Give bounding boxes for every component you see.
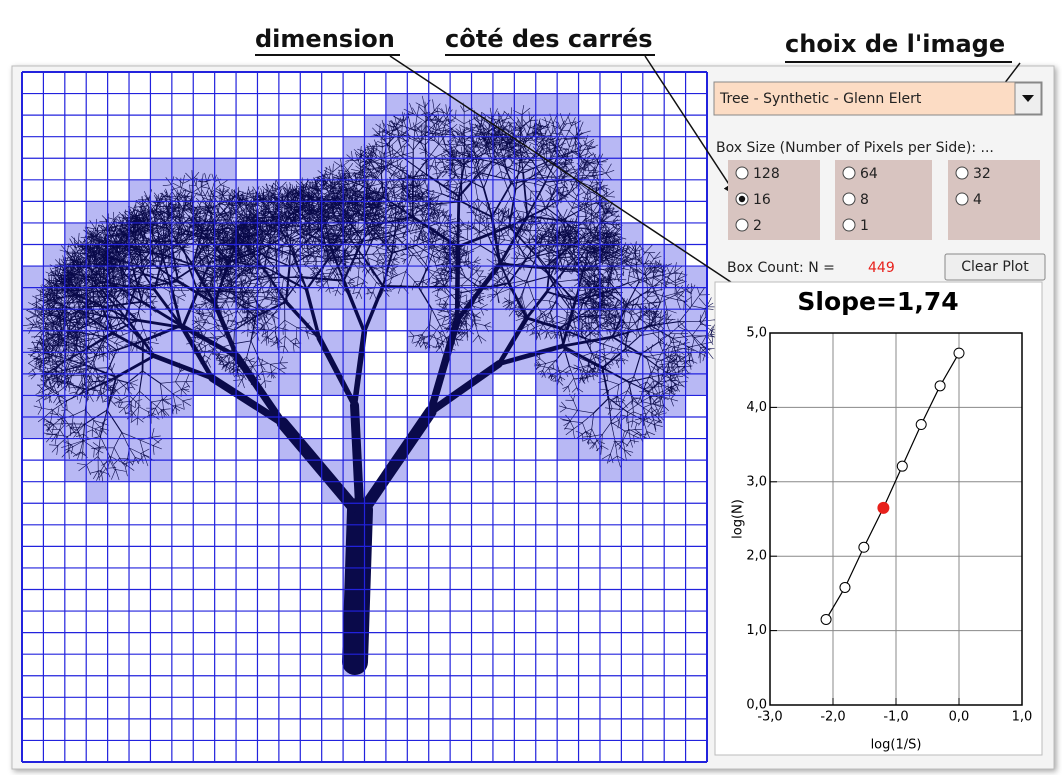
counted-box	[65, 460, 86, 482]
counted-box	[86, 439, 107, 461]
counted-box	[150, 180, 171, 202]
counted-box	[536, 374, 557, 396]
counted-box	[65, 223, 86, 245]
counted-box	[579, 395, 600, 417]
branch	[355, 510, 360, 662]
counted-box	[150, 158, 171, 180]
counted-box	[621, 352, 642, 374]
counted-box	[579, 439, 600, 461]
counted-box	[664, 245, 685, 267]
counted-box	[86, 482, 107, 504]
counted-box	[579, 137, 600, 159]
counted-box	[536, 94, 557, 116]
counted-box	[472, 245, 493, 267]
counted-box	[407, 309, 428, 331]
page: dimension côté des carrés choix de l'ima…	[0, 0, 1062, 775]
counted-box	[300, 158, 321, 180]
counted-box	[86, 395, 107, 417]
counted-box	[386, 94, 407, 116]
counted-box	[150, 417, 171, 439]
counted-box	[557, 439, 578, 461]
counted-box	[172, 158, 193, 180]
counted-box	[172, 374, 193, 396]
counted-box	[193, 158, 214, 180]
counted-box	[279, 331, 300, 353]
counted-box	[493, 309, 514, 331]
counted-box	[600, 460, 621, 482]
image-pane	[22, 72, 725, 762]
counted-box	[150, 460, 171, 482]
counted-box	[22, 266, 43, 288]
counted-box	[686, 288, 707, 310]
screen: dimension côté des carrés choix de l'ima…	[0, 0, 1062, 775]
counted-box	[172, 395, 193, 417]
counted-box	[450, 94, 471, 116]
counted-box	[621, 460, 642, 482]
counted-box	[621, 223, 642, 245]
counted-box	[557, 94, 578, 116]
counted-box	[129, 417, 150, 439]
counted-box	[215, 158, 236, 180]
counted-box	[686, 374, 707, 396]
counted-box	[579, 374, 600, 396]
counted-box	[450, 352, 471, 374]
counted-box	[450, 115, 471, 137]
counted-box	[65, 395, 86, 417]
counted-box	[279, 374, 300, 396]
counted-box	[22, 395, 43, 417]
counted-box	[43, 245, 64, 267]
counted-box	[600, 137, 621, 159]
counted-box	[472, 331, 493, 353]
counted-box	[322, 288, 343, 310]
counted-box	[664, 395, 685, 417]
